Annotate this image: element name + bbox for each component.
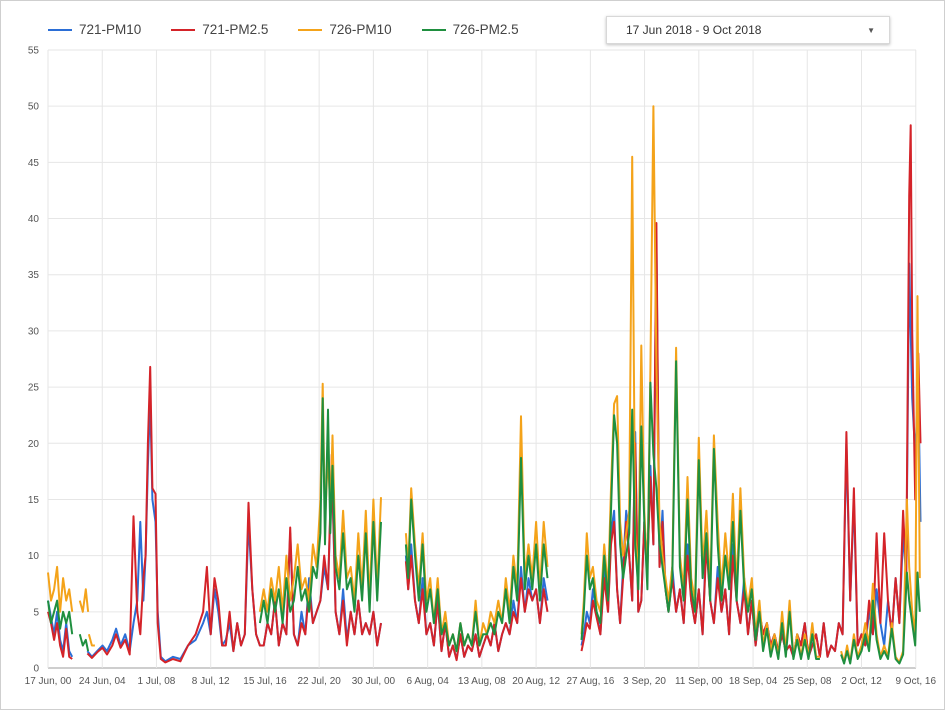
date-range-selector[interactable]: 17 Jun 2018 - 9 Oct 2018 ▼	[606, 16, 890, 44]
legend-swatch	[421, 28, 446, 31]
y-tick-label: 40	[28, 214, 40, 225]
x-tick-label: 17 Jun, 00	[25, 676, 72, 687]
x-tick-label: 1 Jul, 08	[138, 676, 176, 687]
x-tick-label: 27 Aug, 16	[566, 676, 614, 687]
series-721-pm2-5	[47, 124, 922, 664]
x-tick-label: 15 Jul, 16	[243, 676, 287, 687]
x-tick-label: 24 Jun, 04	[79, 676, 126, 687]
legend-label: 721-PM2.5	[202, 22, 269, 37]
caret-down-icon: ▼	[867, 25, 875, 35]
x-tick-label: 11 Sep, 00	[675, 676, 723, 687]
y-tick-label: 15	[28, 495, 40, 506]
series-line-segment	[258, 397, 382, 625]
x-tick-label: 18 Sep, 04	[729, 676, 778, 687]
x-tick-label: 22 Jul, 20	[297, 676, 341, 687]
y-tick-label: 10	[28, 551, 40, 562]
series-line-segment	[840, 295, 921, 664]
legend-label: 726-PM2.5	[452, 22, 519, 37]
y-tick-label: 0	[33, 664, 39, 675]
x-tick-label: 30 Jul, 00	[352, 676, 396, 687]
series-line-segment	[258, 382, 382, 613]
series-line-segment	[78, 588, 90, 613]
series-721-pm10	[47, 240, 922, 663]
y-tick-label: 55	[28, 46, 40, 57]
x-tick-label: 20 Aug, 12	[512, 676, 560, 687]
legend-item-721-pm25[interactable]: 721-PM2.5	[171, 22, 268, 37]
x-tick-label: 8 Jul, 12	[192, 676, 230, 687]
x-tick-label: 13 Aug, 08	[458, 676, 506, 687]
grid-lines	[47, 49, 917, 669]
y-axis-ticks: 0 5 10 15 20 25 30 35 40 45 50 55	[28, 46, 40, 675]
legend-item-726-pm10[interactable]: 726-PM10	[298, 22, 392, 37]
y-tick-label: 20	[28, 439, 40, 450]
x-tick-label: 2 Oct, 12	[841, 676, 882, 687]
legend-swatch	[171, 28, 196, 31]
x-tick-label: 25 Sep, 08	[783, 676, 832, 687]
legend-item-721-pm10[interactable]: 721-PM10	[48, 22, 141, 37]
series-line-segment	[580, 124, 922, 658]
y-tick-label: 25	[28, 383, 40, 394]
y-tick-label: 45	[28, 158, 40, 169]
y-tick-label: 30	[28, 326, 40, 337]
legend-swatch	[298, 28, 323, 31]
series-lines	[47, 105, 922, 665]
series-line-segment	[78, 634, 90, 652]
series-line-segment	[47, 565, 74, 613]
series-line-segment	[840, 571, 921, 665]
x-tick-label: 9 Oct, 16	[895, 676, 936, 687]
series-line-segment	[47, 611, 73, 660]
y-tick-label: 5	[33, 607, 39, 618]
legend-label: 726-PM10	[329, 22, 392, 37]
series-line-segment	[86, 365, 382, 664]
legend-item-726-pm25[interactable]: 726-PM2.5	[421, 22, 519, 37]
series-726-pm10	[47, 105, 921, 664]
x-tick-label: 6 Aug, 04	[407, 676, 450, 687]
date-range-label: 17 Jun 2018 - 9 Oct 2018	[626, 23, 762, 37]
x-tick-label: 3 Sep, 20	[623, 676, 666, 687]
series-line-segment	[404, 456, 549, 653]
series-line-segment	[404, 554, 549, 662]
legend-label: 721-PM10	[79, 22, 142, 37]
y-tick-label: 50	[28, 102, 40, 113]
series-line-segment	[580, 360, 820, 660]
legend: 721-PM10 721-PM2.5 726-PM10 726-PM2.5	[48, 22, 549, 37]
series-line-segment	[47, 599, 74, 635]
legend-swatch	[48, 28, 72, 31]
series-line-segment	[87, 634, 95, 647]
y-tick-label: 35	[28, 270, 40, 281]
series-726-pm2-5	[47, 360, 921, 665]
x-axis-ticks: 17 Jun, 00 24 Jun, 04 1 Jul, 08 8 Jul, 12 15…	[25, 676, 937, 687]
